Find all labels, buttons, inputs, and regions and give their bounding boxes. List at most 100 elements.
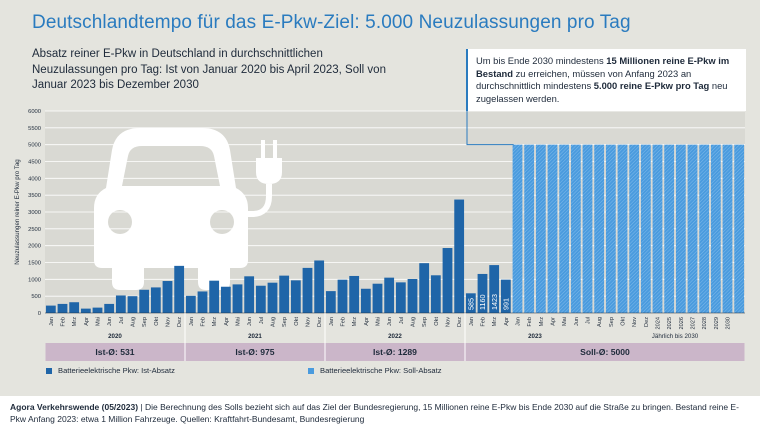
average-label: Ist-Ø: 975 [235, 347, 274, 357]
bar-ist [302, 267, 313, 313]
x-tick-label: Dez [644, 317, 650, 327]
x-tick-label: Mrz [539, 317, 545, 327]
bar-ist [360, 288, 371, 313]
x-tick-label: Apr [84, 317, 90, 326]
y-tick-label: 6000 [28, 109, 41, 115]
average-band [45, 343, 185, 361]
bar-soll [652, 144, 663, 313]
x-tick-label: Okt [621, 317, 627, 326]
bar-ist [395, 282, 406, 313]
average-band [325, 343, 465, 361]
bar-soll [710, 144, 721, 313]
year-label: 2021 [248, 333, 262, 340]
y-tick-label: 1000 [28, 277, 41, 283]
bar-ist [220, 286, 231, 313]
bar-soll [675, 144, 686, 313]
y-tick-label: 4500 [28, 160, 41, 166]
bar-ist [232, 284, 243, 313]
x-tick-label: 2030 [726, 317, 732, 329]
bar-ist [477, 273, 488, 313]
bar-ist [279, 275, 290, 313]
bar-ist [314, 260, 325, 313]
footer-source-org: Agora Verkehrswende (05/2023) [10, 402, 139, 412]
x-tick-label: Aug [271, 317, 277, 327]
x-tick-label: Jan [49, 317, 55, 326]
bar-ist [419, 263, 430, 313]
x-tick-label: Feb [341, 317, 347, 327]
bar-ist [174, 265, 185, 313]
x-tick-label: Mrz [492, 317, 498, 327]
y-tick-label: 5500 [28, 126, 41, 132]
x-tick-label: Jul [259, 317, 265, 324]
bar-soll [547, 144, 558, 313]
bar-soll [722, 144, 733, 313]
x-tick-label: Dez [457, 317, 463, 327]
callout-bold-2: 5.000 reine E-Pkw pro Tag [593, 80, 710, 91]
data-label: 585 [466, 298, 475, 310]
average-band [185, 343, 325, 361]
target-callout: Um bis Ende 2030 mindestens 15 Millionen… [466, 49, 746, 111]
x-tick-label: Jun [107, 317, 113, 326]
bar-ist [489, 265, 500, 313]
x-tick-label: Feb [481, 317, 487, 327]
bar-ist [290, 280, 301, 313]
x-tick-label: Feb [201, 317, 207, 327]
x-tick-label: 2024 [656, 317, 662, 329]
x-tick-label: Dez [177, 317, 183, 327]
x-tick-label: Aug [411, 317, 417, 327]
x-tick-label: Okt [294, 317, 300, 326]
legend-label-ist: Batterieelektrische Pkw: Ist-Absatz [58, 366, 175, 375]
x-tick-label: Aug [597, 317, 603, 327]
charging-plug-icon [236, 140, 282, 217]
legend-label-soll: Batterieelektrische Pkw: Soll-Absatz [320, 366, 442, 375]
bar-ist [349, 275, 360, 313]
x-tick-label: Jul [586, 317, 592, 324]
x-tick-label: Jul [119, 317, 125, 324]
bar-ist [185, 295, 196, 313]
x-tick-label: 2025 [667, 317, 673, 329]
average-label: Ist-Ø: 1289 [373, 347, 417, 357]
footer: Agora Verkehrswende (05/2023) | Die Bere… [0, 396, 760, 430]
x-tick-label: Mrz [352, 317, 358, 327]
bar-ist [384, 277, 395, 313]
chart-subtitle: Absatz reiner E-Pkw in Deutschland in du… [32, 48, 386, 91]
bar-ist [500, 279, 511, 313]
x-tick-label: Mai [376, 317, 382, 326]
footer-source: Agora Verkehrswende (05/2023) | Die Bere… [10, 402, 750, 425]
bar-ist [150, 287, 161, 313]
y-tick-label: 2000 [28, 244, 41, 250]
x-tick-label: Jan [329, 317, 335, 326]
bar-ist [407, 278, 418, 313]
x-tick-label: Apr [224, 317, 230, 326]
bar-ist [255, 285, 266, 313]
callout-text-2: zu erreichen, müssen von Anfang 2023 an … [476, 67, 692, 92]
bar-ist [325, 291, 336, 313]
x-tick-label: Nov [306, 317, 312, 327]
x-tick-label: Nov [632, 317, 638, 327]
x-tick-label: Sep [142, 317, 148, 327]
page-title: Deutschlandtempo für das E-Pkw-Ziel: 5.0… [32, 12, 631, 33]
bar-soll [512, 144, 523, 313]
bar-soll [570, 144, 581, 313]
y-tick-label: 5000 [28, 143, 41, 149]
bar-ist [372, 283, 383, 313]
x-tick-label: Feb [527, 317, 533, 327]
bar-ist [57, 303, 68, 313]
x-tick-label: Jan [189, 317, 195, 326]
bar-ist [267, 282, 278, 313]
legend-swatch-soll [308, 367, 314, 374]
x-tick-label: Mrz [72, 317, 78, 327]
bar-soll [582, 144, 593, 313]
x-tick-label: 2028 [702, 317, 708, 329]
bar-ist [92, 307, 103, 313]
callout-text-1: Um bis Ende 2030 mindestens [476, 55, 607, 66]
bar-ist [197, 291, 208, 313]
bar-soll [687, 144, 698, 313]
x-tick-label: Apr [551, 317, 557, 326]
chart-canvas: 0 500 1000 1500 2000 2500 3000 3500 4000 4500 5000… [14, 97, 745, 361]
x-tick-label: Sep [422, 317, 428, 327]
x-tick-label: Jul [399, 317, 405, 324]
bar-ist [430, 275, 441, 313]
x-tick-label: Sep [609, 317, 615, 327]
x-tick-label: Jan [516, 317, 522, 326]
